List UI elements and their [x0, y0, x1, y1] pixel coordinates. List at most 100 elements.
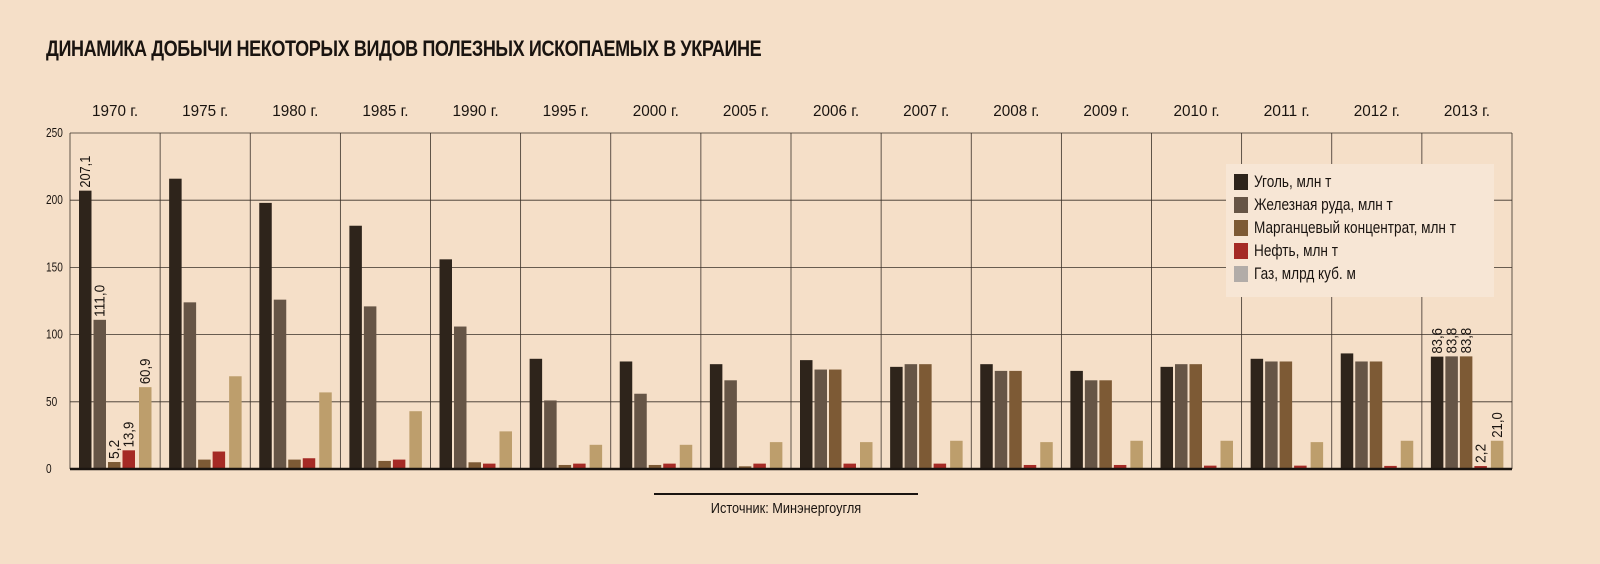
bar: [1070, 370, 1083, 469]
y-tick-label: 100: [46, 327, 63, 342]
bar: [1490, 440, 1504, 469]
x-tick-label: 2006 г.: [813, 103, 859, 120]
data-label: 13,9: [121, 422, 138, 448]
bar: [860, 442, 873, 469]
bar: [1009, 370, 1022, 469]
legend-item-gas: Газ, млрд куб. м: [1234, 264, 1381, 283]
bar: [1340, 353, 1354, 469]
bar: [1160, 366, 1173, 469]
x-tick-label: 1975 г.: [182, 103, 228, 120]
bar: [483, 463, 496, 469]
data-label: 83,8: [1444, 328, 1461, 354]
bar: [738, 466, 752, 469]
bar: [814, 369, 827, 469]
legend-swatch-coal: [1234, 174, 1248, 190]
bar: [319, 392, 332, 469]
y-tick-label: 250: [46, 125, 63, 140]
x-tick-label: 2013 г.: [1444, 103, 1490, 120]
bar: [363, 306, 377, 469]
bar: [198, 459, 211, 469]
x-tick-label: 1985 г.: [362, 103, 408, 120]
bar: [122, 450, 135, 469]
bar: [994, 370, 1008, 469]
bar: [1445, 356, 1458, 469]
data-label: 60,9: [137, 359, 154, 385]
bar: [1430, 356, 1444, 469]
bar: [619, 361, 633, 469]
legend-label-gas: Газ, млрд куб. м: [1254, 264, 1356, 283]
x-tick-label: 2008 г.: [993, 103, 1039, 120]
x-tick-label: 2009 г.: [1083, 103, 1129, 120]
bar: [933, 463, 947, 469]
legend-item-iron-ore: Железная руда, млн т: [1234, 195, 1427, 214]
legend-label-manganese: Марганцевый концентрат, млн т: [1254, 218, 1456, 237]
bar: [409, 411, 422, 469]
bar: [800, 360, 813, 469]
y-tick-label: 0: [46, 461, 52, 476]
bar: [1400, 440, 1414, 469]
bar: [169, 178, 182, 470]
y-tick-label: 200: [46, 192, 63, 207]
bar: [499, 431, 512, 469]
bar: [302, 458, 316, 469]
bar: [544, 400, 557, 469]
bar: [349, 225, 362, 469]
data-label: 111,0: [92, 285, 109, 317]
bar: [529, 358, 543, 469]
x-tick-label: 2007 г.: [903, 103, 949, 120]
bar: [1130, 440, 1143, 469]
bar: [709, 364, 723, 469]
x-tick-label: 1995 г.: [543, 103, 589, 120]
bar: [139, 387, 152, 469]
bar: [288, 459, 301, 469]
bar: [890, 366, 903, 469]
legend-label-iron-ore: Железная руда, млн т: [1254, 195, 1393, 214]
bar: [663, 463, 676, 469]
bar: [108, 462, 121, 469]
bar: [229, 376, 242, 469]
bar: [439, 259, 452, 469]
data-label: 5,2: [106, 440, 123, 459]
x-tick-label: 2010 г.: [1173, 103, 1219, 120]
legend-item-oil: Нефть, млн т: [1234, 241, 1359, 260]
bar: [1084, 380, 1098, 469]
data-label: 207,1: [77, 156, 94, 188]
chart-title: ДИНАМИКА ДОБЫЧИ НЕКОТОРЫХ ВИДОВ ПОЛЕЗНЫХ…: [46, 36, 762, 61]
bar: [1369, 361, 1383, 469]
bar: [1099, 380, 1112, 469]
bar: [1310, 442, 1324, 469]
bar: [919, 364, 932, 469]
bar: [392, 459, 406, 469]
bar: [950, 440, 963, 469]
bar: [724, 380, 737, 469]
bar: [79, 190, 92, 469]
y-tick-label: 150: [46, 259, 63, 274]
bar: [980, 364, 993, 469]
bar: [1189, 364, 1202, 469]
x-tick-label: 2011 г.: [1264, 103, 1310, 120]
x-tick-label: 2005 г.: [723, 103, 769, 120]
bar: [1250, 358, 1264, 469]
legend-swatch-iron-ore: [1234, 197, 1248, 213]
bar: [558, 464, 572, 469]
legend-swatch-oil: [1234, 243, 1248, 259]
bar: [573, 463, 586, 469]
bar: [829, 369, 842, 469]
bar: [753, 463, 766, 469]
bar: [648, 464, 662, 469]
bar: [1265, 361, 1278, 469]
bar: [454, 326, 467, 469]
legend-swatch-gas: [1234, 266, 1248, 282]
bar: [468, 462, 481, 469]
data-label: 2,2: [1473, 444, 1490, 463]
bar: [1355, 361, 1368, 469]
x-tick-label: 2000 г.: [633, 103, 679, 120]
x-tick-label: 1990 г.: [452, 103, 498, 120]
bar: [183, 302, 197, 469]
bar: [212, 451, 226, 469]
x-tick-label: 1970 г.: [92, 103, 138, 120]
legend: Уголь, млн т Железная руда, млн т Марган…: [1226, 164, 1494, 297]
x-tick-label: 1980 г.: [272, 103, 318, 120]
bar: [679, 444, 693, 469]
x-tick-label: 2012 г.: [1354, 103, 1400, 120]
